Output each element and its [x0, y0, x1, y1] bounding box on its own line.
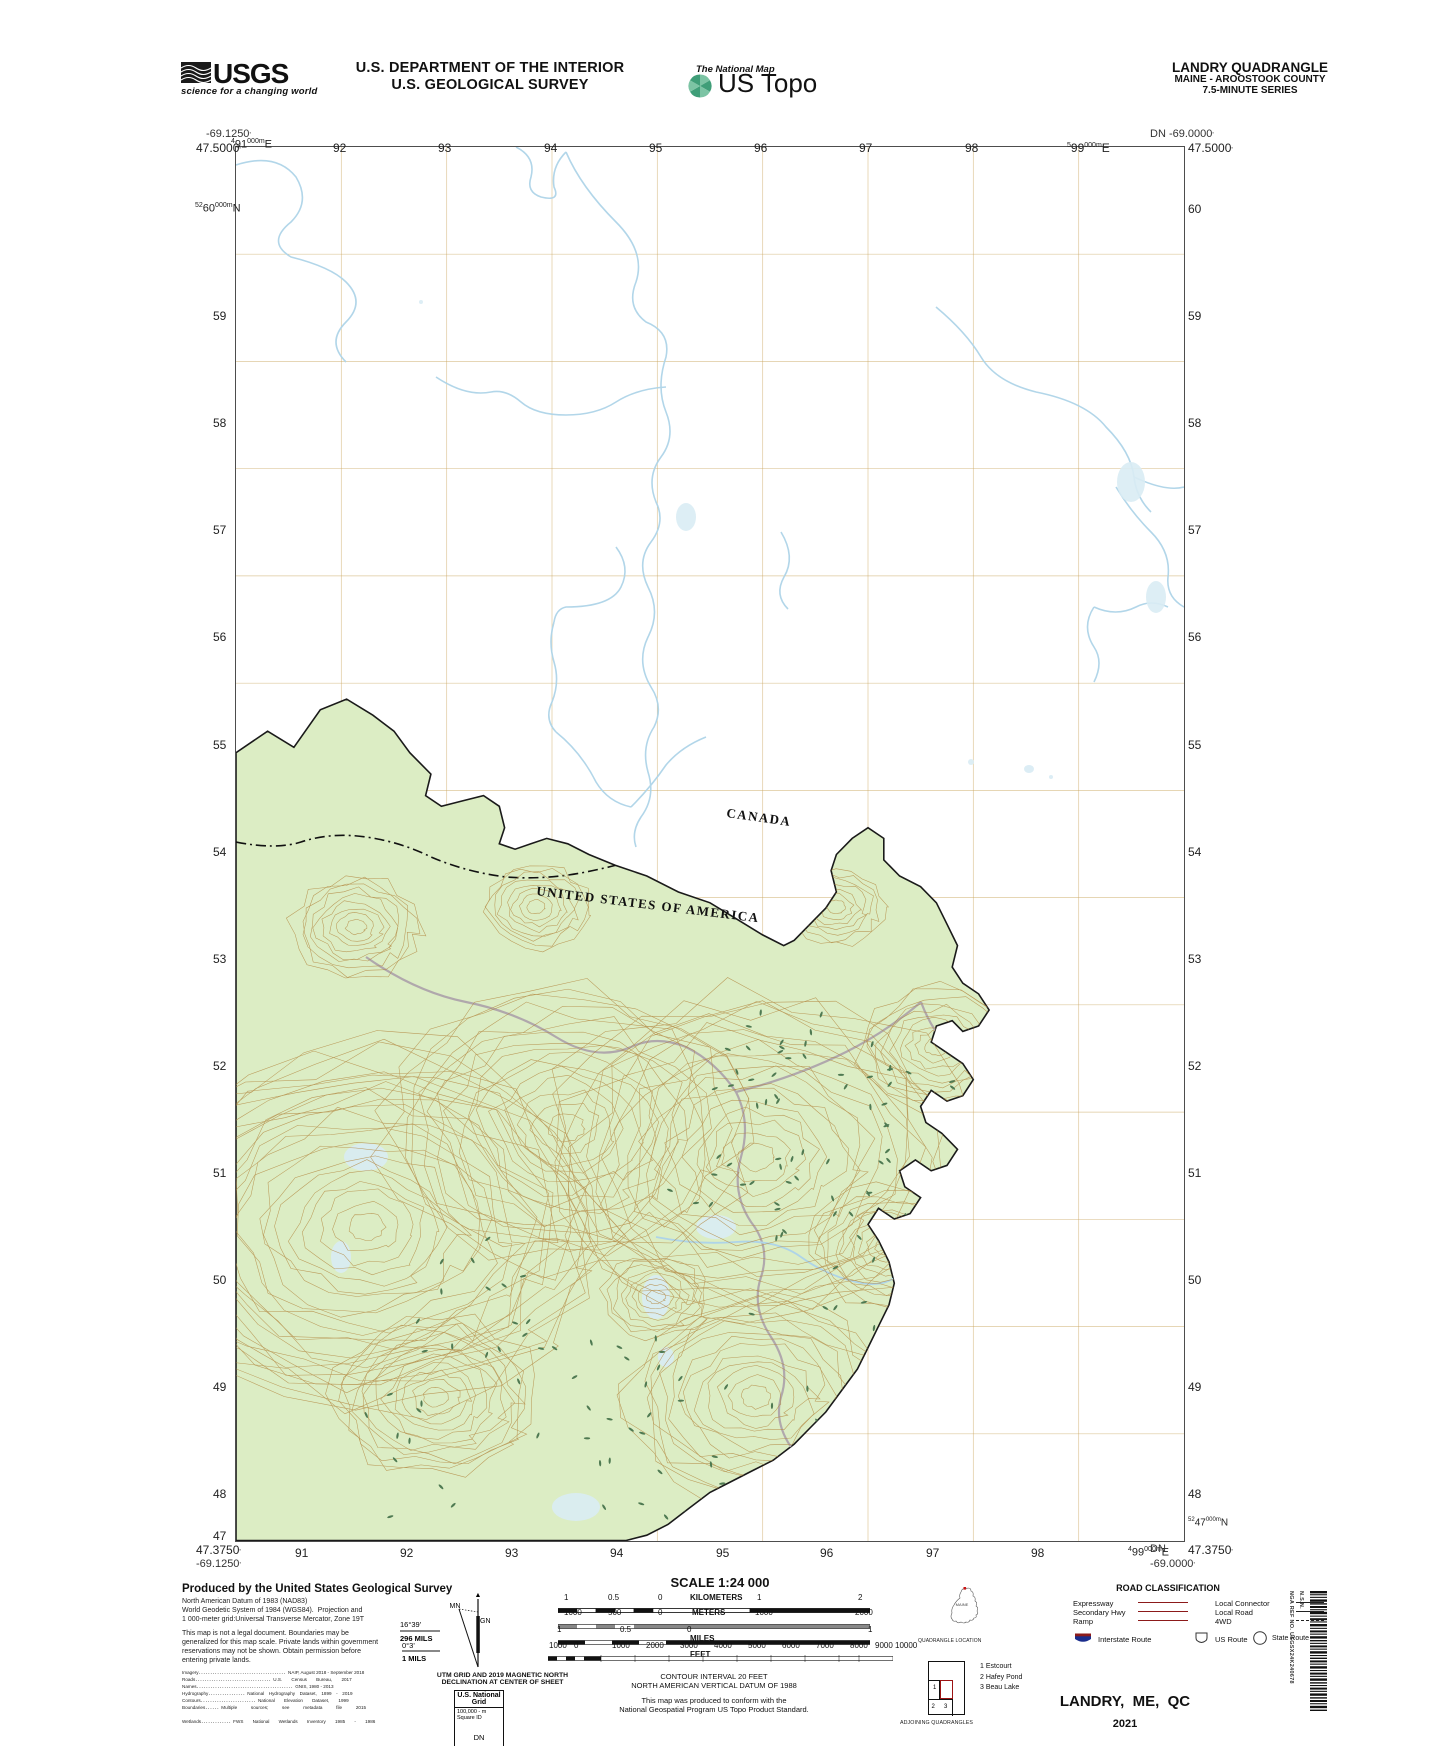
svg-text:0°3': 0°3'	[402, 1641, 415, 1650]
svg-text:CANADA: CANADA	[726, 805, 793, 829]
svg-text:▲: ▲	[475, 1592, 482, 1599]
svg-text:NGA REF NO. USGSX24K240678: NGA REF NO. USGSX24K240678	[1288, 1591, 1294, 1684]
svg-text:1 MILS: 1 MILS	[402, 1654, 426, 1663]
svg-text:N.S.N.: N.S.N.	[1298, 1591, 1304, 1609]
svg-text:MAINE: MAINE	[956, 1602, 969, 1607]
svg-text:MN: MN	[450, 1603, 461, 1610]
svg-text:GN: GN	[480, 1618, 491, 1625]
svg-text:16°39': 16°39'	[400, 1620, 422, 1629]
